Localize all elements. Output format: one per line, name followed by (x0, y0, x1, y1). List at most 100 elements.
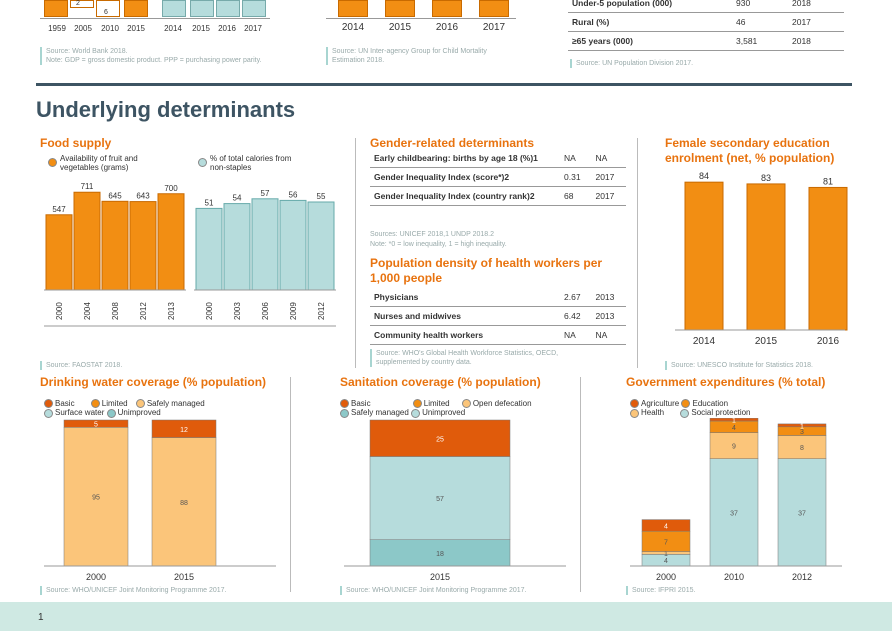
data-label: 4 (732, 425, 736, 432)
data-label: 711 (81, 182, 94, 191)
water-legend: Basic Limited Safely managed Surface wat… (44, 399, 284, 418)
data-label: 1 (664, 551, 668, 558)
tick-label: 2010 (101, 24, 119, 33)
sanitation-legend: Basic Limited Open defecation Safely man… (340, 399, 560, 418)
tick-label: 2009 (289, 302, 298, 320)
data-label: 88 (180, 500, 188, 507)
bar (385, 0, 415, 17)
tick-label: 2016 (435, 22, 459, 33)
source-note: Source: UN Inter-agency Group for Child … (326, 47, 506, 65)
tick-label: 2004 (83, 302, 92, 320)
data-label: 55 (317, 192, 326, 201)
education-title: Female secondary education enrolment (ne… (665, 136, 835, 165)
stack-segment (369, 456, 511, 540)
data-label: 645 (108, 191, 122, 200)
gov-title: Government expenditures (% total) (626, 375, 826, 389)
calories-bar (279, 199, 307, 291)
legend-item: Unimproved (411, 408, 465, 418)
water-title: Drinking water coverage (% population) (40, 375, 267, 389)
legend-item: Social protection (680, 408, 751, 418)
legend-item: Education (681, 399, 728, 409)
tick-label: 2000 (205, 302, 214, 320)
source-note: Source: WHO/UNICEF Joint Monitoring Prog… (40, 586, 227, 595)
data-label: 37 (730, 510, 738, 517)
education-bar (746, 183, 786, 331)
table-row: Community health workers NA NA (370, 325, 626, 345)
tick-label: 1959 (48, 24, 66, 33)
stack-segment (777, 423, 827, 428)
data-label: 3 (800, 429, 804, 436)
bar (190, 0, 214, 17)
data-label: 51 (205, 198, 214, 207)
stack-segment (777, 458, 827, 567)
legend-item: Limited (412, 399, 450, 409)
data-label: 84 (699, 171, 709, 181)
tick-label: 2012 (317, 302, 326, 320)
stack-segment (641, 519, 691, 532)
education-bar (684, 181, 724, 331)
tick-label: 2010 (724, 572, 744, 582)
food-chart: 547 2000 711 2004 645 2008 643 2012 700 2013 51 200… (44, 182, 336, 327)
data-label: 25 (436, 436, 444, 443)
legend-item: Availability of fruit and vegetables (gr… (48, 154, 158, 172)
stack-segment (369, 539, 511, 567)
source-note: Source: UNESCO Institute for Statistics … (665, 361, 813, 370)
source-note: Source: FAOSTAT 2018. (40, 361, 122, 370)
data-label: 7 (664, 539, 668, 546)
tick-label: 2015 (127, 24, 145, 33)
page-number: 1 (38, 612, 44, 623)
tick-label: 2016 (817, 336, 840, 347)
data-label: 9 (732, 444, 736, 451)
tick-label: 2014 (341, 22, 365, 33)
table-row: Physicians 2.67 2013 (370, 288, 626, 307)
table-row: Gender Inequality Index (score*)2 0.31 201… (370, 167, 626, 187)
table-row: Rural (%) 46 2017 (568, 12, 844, 32)
source-note: Source: IFPRI 2015. (626, 586, 695, 595)
table-row: Nurses and midwives 6.42 2013 (370, 306, 626, 326)
water-chart: 95 5 2000 88 12 2015 (44, 419, 276, 582)
legend-item: Safely managed (340, 408, 409, 418)
tick-label: 2015 (388, 22, 412, 33)
legend-item: Basic (340, 399, 371, 409)
data-label: 83 (761, 173, 771, 183)
data-label: 4 (664, 558, 668, 565)
sanitation-chart: 18 57 25 2015 (344, 419, 566, 582)
source-note: Sources: UNICEF 2018,1 UNDP 2018.2 Note: … (370, 231, 507, 248)
education-bar (808, 186, 848, 331)
data-label: 643 (136, 192, 150, 201)
tick-label: 2014 (164, 24, 182, 33)
stack-segment (709, 458, 759, 567)
data-label: 8 (800, 445, 804, 452)
tick-label: 2000 (86, 572, 106, 582)
tick-label: 2015 (755, 336, 778, 347)
calories-bar (223, 203, 251, 291)
calories-bar (195, 207, 223, 291)
legend-item: Health (630, 408, 664, 418)
stack-segment (63, 427, 129, 567)
bar (432, 0, 462, 17)
tick-label: 2012 (139, 302, 148, 320)
data-label: 2 (76, 0, 80, 7)
data-label: 1 (732, 418, 736, 425)
gov-legend: Agriculture Education Health Social prot… (630, 399, 850, 418)
bar (216, 0, 240, 17)
table-row: Early childbearing: births by age 18 (%)… (370, 149, 626, 168)
legend-item: Surface water (44, 408, 104, 418)
tick-label: 2000 (55, 302, 64, 320)
data-label: 54 (233, 194, 242, 203)
legend-item: Unimproved (106, 408, 161, 418)
legend-item: Open defecation (461, 399, 532, 409)
tick-label: 2005 (74, 24, 92, 33)
tick-label: 2008 (111, 302, 120, 320)
population-table: Under-5 population (000) 930 2018 Rural (%… (568, 0, 844, 51)
legend-item: Safely managed (135, 399, 205, 409)
data-label: 56 (289, 190, 298, 199)
tick-label: 2015 (174, 572, 194, 582)
source-note: Source: World Bank 2018. Note: GDP = gros… (40, 47, 280, 65)
data-label: 4 (664, 523, 668, 530)
stack-segment (369, 419, 511, 457)
workers-title: Population density of health workers per… (370, 256, 603, 285)
tick-label: 2017 (482, 22, 506, 33)
section-title: Underlying determinants (36, 97, 296, 122)
